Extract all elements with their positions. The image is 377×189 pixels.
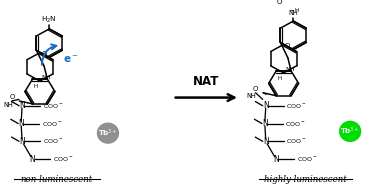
Text: N: N: [18, 119, 24, 128]
Text: Tb$^{3+}$: Tb$^{3+}$: [98, 128, 118, 139]
Text: O: O: [41, 51, 47, 57]
Text: NH: NH: [288, 10, 298, 16]
Text: H$_2$N: H$_2$N: [41, 14, 57, 25]
Circle shape: [340, 121, 361, 141]
Text: N: N: [263, 101, 268, 110]
Text: NH: NH: [247, 93, 256, 99]
Text: H: H: [277, 76, 281, 81]
Text: COO$^-$: COO$^-$: [53, 155, 74, 163]
Text: COO$^-$: COO$^-$: [43, 137, 63, 145]
Text: e$^-$: e$^-$: [63, 53, 79, 64]
Text: N: N: [19, 101, 25, 110]
Text: COO$^-$: COO$^-$: [285, 120, 306, 128]
Text: non-luminescent: non-luminescent: [21, 175, 93, 184]
Text: O: O: [253, 86, 258, 92]
Text: NAT: NAT: [193, 75, 219, 88]
Text: COO$^-$: COO$^-$: [42, 120, 62, 128]
Text: N: N: [29, 155, 35, 164]
Circle shape: [98, 123, 118, 143]
Text: O: O: [276, 0, 282, 5]
Text: NH: NH: [285, 67, 295, 72]
Text: N: N: [263, 137, 268, 146]
Text: COO$^-$: COO$^-$: [286, 102, 307, 110]
Text: highly luminescent: highly luminescent: [264, 175, 347, 184]
Text: COO$^-$: COO$^-$: [286, 137, 307, 145]
Text: NH: NH: [42, 75, 51, 80]
FancyArrowPatch shape: [42, 44, 57, 65]
Text: N: N: [262, 119, 268, 128]
Text: NH: NH: [3, 101, 13, 108]
Text: O: O: [285, 43, 291, 49]
Text: H: H: [295, 8, 299, 13]
Text: N: N: [273, 155, 279, 164]
Text: O: O: [9, 94, 15, 100]
Text: COO$^-$: COO$^-$: [297, 155, 317, 163]
Text: COO$^-$: COO$^-$: [43, 102, 63, 110]
Text: Tb$^{3+}$: Tb$^{3+}$: [340, 126, 360, 137]
Text: H: H: [34, 84, 37, 89]
Text: N: N: [19, 137, 25, 146]
